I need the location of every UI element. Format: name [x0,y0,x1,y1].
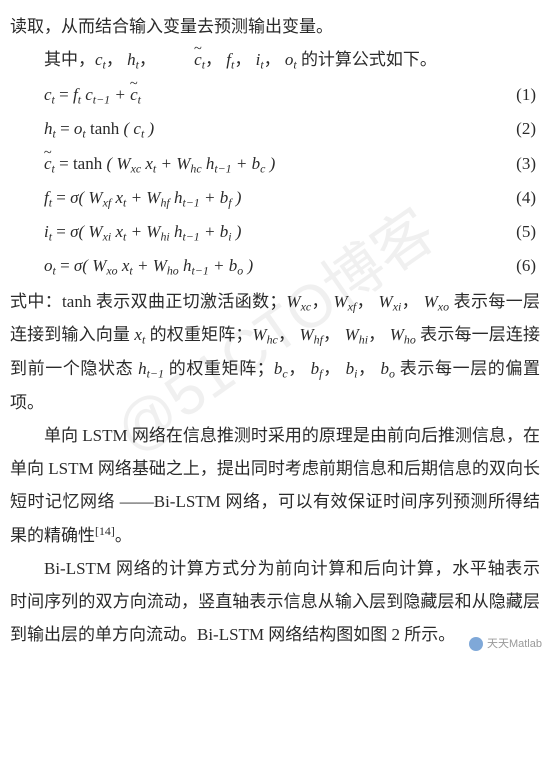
corner-credit: 天天Matlab [469,634,542,655]
document-page: @51CTO博客 读取，从而结合输入变量去预测输出变量。 其中，ct， ht， … [0,0,550,661]
var-ot: ot [285,50,297,69]
equation-body: ht = ot tanh ( ct ) [10,113,154,145]
equation-body: ot = σ( Wxo xt + Who ht−1 + bo ) [10,250,253,282]
text: 的权重矩阵； [164,359,274,378]
var: Wxc [286,292,311,311]
equation-number: (3) [516,148,540,180]
paragraph-bilstm-2: Bi-LSTM 网络的计算方式分为前向计算和后向计算，水平轴表示时间序列的双方向… [10,552,540,651]
var: bi [346,359,358,378]
var: Whi [345,325,368,344]
equation-row: ot = σ( Wxo xt + Who ht−1 + bo ) (6) [10,250,540,282]
paragraph-vars: 其中，ct， ht， ct， ft， it， ot 的计算公式如下。 [10,43,540,77]
var: Wxo [424,292,449,311]
var: bo [380,359,394,378]
avatar-icon [469,637,483,651]
var: xt [134,325,145,344]
text: 的权重矩阵； [145,325,252,344]
text: 其中， [44,50,95,69]
equation-number: (2) [516,113,540,145]
var: Wxf [333,292,356,311]
var-ft: ft [226,50,234,69]
paragraph-bilstm-1: 单向 LSTM 网络在信息推测时采用的原理是由前向后推测信息，在单向 LSTM … [10,419,540,552]
paragraph-intro: 读取，从而结合输入变量去预测输出变量。 [10,10,540,43]
var-it: it [256,50,264,69]
equation-body: ft = σ( Wxf xt + Whf ht−1 + bf ) [10,182,241,214]
var: bc [274,359,288,378]
citation: [14] [95,524,115,538]
text: 单向 LSTM 网络在信息推测时采用的原理是由前向后推测信息，在单向 LSTM … [10,426,540,544]
equation-row: ft = σ( Wxf xt + Whf ht−1 + bf ) (4) [10,182,540,214]
equation-body: ct = tanh ( Wxc xt + Whc ht−1 + bc ) [10,148,275,180]
equation-number: (6) [516,250,540,282]
equation-number: (5) [516,216,540,248]
equation-row: it = σ( Wxi xt + Whi ht−1 + bi ) (5) [10,216,540,248]
var: ht−1 [138,359,164,378]
equation-number: (4) [516,182,540,214]
equation-row: ct = ft ct−1 + ct (1) [10,79,540,111]
var-ctilde: ct [160,50,205,69]
var: Wxi [379,292,402,311]
equation-row: ct = tanh ( Wxc xt + Whc ht−1 + bc ) (3) [10,148,540,180]
paragraph-legend: 式中：tanh 表示双曲正切激活函数；Wxc， Wxf， Wxi， Wxo 表示… [10,285,540,419]
equation-body: ct = ft ct−1 + ct [10,79,141,111]
equation-block: ct = ft ct−1 + ct (1) ht = ot tanh ( ct ) (… [10,79,540,283]
text: 。 [115,526,132,545]
var: Who [390,325,416,344]
equation-body: it = σ( Wxi xt + Whi ht−1 + bi ) [10,216,241,248]
var-ct: ct [95,50,106,69]
var: Whf [299,325,322,344]
var-ht: ht [127,50,139,69]
var: bf [311,359,323,378]
text: 式中：tanh 表示双曲正切激活函数； [10,292,286,311]
var: Whc [252,325,277,344]
equation-number: (1) [516,79,540,111]
credit-text: 天天Matlab [487,634,542,655]
equation-row: ht = ot tanh ( ct ) (2) [10,113,540,145]
text: 的计算公式如下。 [301,50,437,69]
